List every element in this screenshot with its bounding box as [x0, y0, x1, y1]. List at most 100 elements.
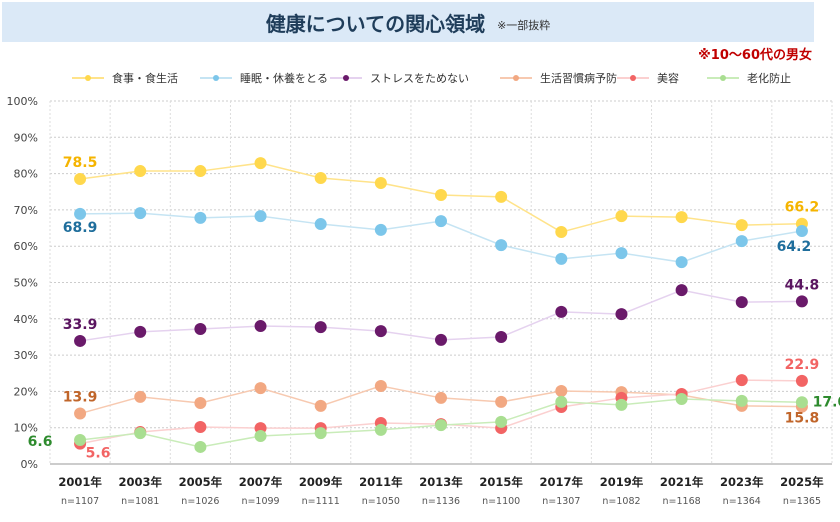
data-point: [495, 239, 508, 252]
data-point: [194, 211, 207, 224]
sample-size-label: n=1136: [422, 496, 460, 507]
x-tick-label: 2017年: [540, 475, 584, 489]
legend-item-2: ストレスをためない: [330, 72, 469, 85]
data-point: [435, 419, 447, 432]
data-point: [194, 322, 207, 335]
data-point: [254, 210, 267, 223]
legend-label: 食事・食生活: [112, 71, 178, 85]
y-tick-label: 40%: [14, 313, 38, 326]
sample-size-label: n=1050: [362, 496, 400, 507]
x-tick-label: 2011年: [359, 475, 403, 489]
sample-size-label: n=1107: [61, 496, 99, 507]
title-bar: 健康についての関心領域 ※一部抜粋: [2, 2, 814, 42]
chart-title: 健康についての関心領域: [265, 11, 486, 36]
y-tick-label: 50%: [14, 277, 38, 290]
data-label: 33.9: [63, 317, 98, 333]
y-tick-label: 80%: [14, 168, 38, 181]
legend-marker: [85, 75, 91, 81]
y-tick-label: 20%: [14, 385, 38, 398]
data-point: [314, 321, 327, 334]
data-point: [735, 296, 748, 309]
data-point: [795, 295, 808, 308]
legend-label: 生活習慣病予防: [540, 71, 617, 85]
data-point: [374, 177, 387, 190]
y-tick-label: 60%: [14, 240, 38, 253]
data-label: 68.9: [63, 220, 98, 236]
data-point: [555, 252, 568, 265]
legend-label: 睡眠・休養をとる: [240, 71, 328, 85]
data-point: [134, 390, 147, 403]
data-point: [194, 440, 207, 453]
data-point: [435, 391, 447, 404]
sample-size-label: n=1365: [783, 496, 821, 507]
legend-marker: [343, 75, 349, 81]
x-tick-label: 2021年: [660, 475, 704, 489]
y-tick-label: 0%: [21, 458, 38, 471]
data-point: [74, 407, 87, 420]
data-point: [374, 325, 387, 338]
sample-size-label: n=1307: [542, 496, 580, 507]
data-point: [615, 210, 628, 223]
data-point: [735, 235, 748, 248]
data-point: [675, 393, 688, 406]
legend-marker: [720, 75, 726, 81]
data-point: [495, 395, 508, 408]
series-line-4: [79, 379, 802, 445]
legend-marker: [630, 75, 636, 81]
data-point: [555, 305, 568, 318]
x-tick-label: 2009年: [299, 475, 343, 489]
sample-size-label: n=1082: [602, 496, 640, 507]
data-point: [254, 157, 267, 170]
data-point: [735, 219, 748, 232]
data-point: [615, 398, 628, 411]
data-point: [555, 395, 568, 408]
sample-size-label: n=1364: [723, 496, 761, 507]
y-tick-label: 10%: [14, 422, 38, 435]
data-point: [134, 427, 147, 440]
data-point: [495, 330, 508, 343]
data-point: [495, 415, 508, 428]
legend-marker: [213, 75, 219, 81]
data-point: [795, 224, 808, 237]
data-point: [374, 379, 387, 392]
data-point: [795, 374, 808, 387]
sample-size-label: n=1168: [663, 496, 701, 507]
data-point: [314, 399, 327, 412]
y-tick-label: 70%: [14, 204, 38, 217]
data-point: [134, 207, 147, 220]
sample-size-label: n=1100: [482, 496, 520, 507]
data-point: [495, 190, 508, 203]
data-point: [435, 333, 447, 346]
legend-label: ストレスをためない: [370, 72, 469, 85]
data-point: [194, 165, 207, 178]
data-point: [314, 427, 327, 440]
y-tick-label: 30%: [14, 349, 38, 362]
legend-item-0: 食事・食生活: [72, 71, 178, 85]
data-point: [435, 215, 447, 228]
legend-label: 美容: [657, 71, 679, 85]
data-point: [74, 334, 87, 347]
data-point: [735, 374, 748, 387]
series-line-2: [79, 289, 802, 342]
data-point: [675, 284, 688, 297]
data-point: [675, 211, 688, 224]
data-point: [254, 382, 267, 395]
chart-subtitle: ※一部抜粋: [497, 19, 551, 32]
data-point: [194, 420, 207, 433]
data-point: [74, 173, 87, 186]
data-point: [374, 223, 387, 236]
x-tick-label: 2023年: [720, 475, 764, 489]
data-point: [795, 396, 808, 409]
legend-item-3: 生活習慣病予防: [500, 71, 617, 85]
legend-marker: [513, 75, 519, 81]
legend-label: 老化防止: [747, 71, 791, 85]
x-tick-label: 2007年: [239, 475, 283, 489]
data-point: [314, 218, 327, 231]
data-point: [74, 434, 87, 447]
data-label: 13.9: [63, 390, 98, 406]
sample-size-label: n=1111: [302, 496, 340, 507]
data-label: 64.2: [777, 239, 812, 255]
x-tick-label: 2001年: [58, 475, 102, 489]
data-point: [254, 320, 267, 333]
